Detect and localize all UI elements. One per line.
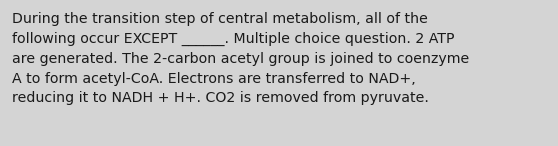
Text: During the transition step of central metabolism, all of the
following occur EXC: During the transition step of central me… [12, 12, 469, 105]
